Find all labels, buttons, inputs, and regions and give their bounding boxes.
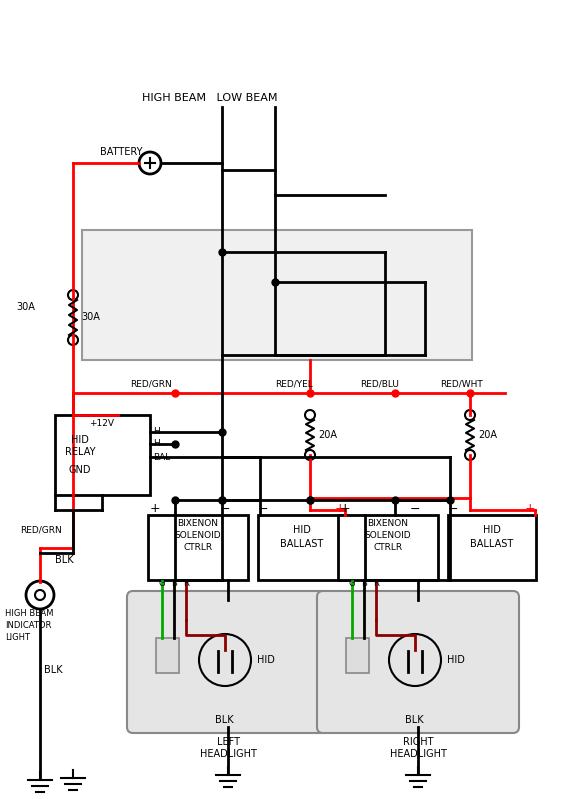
Text: HIGH BEAM   LOW BEAM: HIGH BEAM LOW BEAM <box>142 93 277 103</box>
Text: +: + <box>334 503 345 515</box>
Text: 20A: 20A <box>318 430 337 440</box>
Text: −: − <box>448 503 458 515</box>
Bar <box>258 515 346 580</box>
Text: HID: HID <box>71 435 89 445</box>
Text: RED/YEL: RED/YEL <box>275 380 313 388</box>
Text: RED/BLU: RED/BLU <box>360 380 399 388</box>
Text: BLK: BLK <box>44 665 63 675</box>
Text: HID: HID <box>293 525 311 535</box>
Text: RED/GRN: RED/GRN <box>130 380 172 388</box>
FancyBboxPatch shape <box>317 591 519 733</box>
Circle shape <box>68 335 78 345</box>
Text: HIGH BEAM: HIGH BEAM <box>5 610 54 618</box>
Text: −: − <box>410 503 420 515</box>
Text: −: − <box>220 503 230 515</box>
Text: SOLENOID: SOLENOID <box>365 531 411 539</box>
Text: BIXENON: BIXENON <box>178 519 218 527</box>
Text: +: + <box>340 503 350 515</box>
Circle shape <box>465 410 475 420</box>
Text: GND: GND <box>69 465 91 475</box>
Text: G: G <box>349 578 355 587</box>
Text: INDICATOR: INDICATOR <box>5 622 51 630</box>
FancyBboxPatch shape <box>127 591 329 733</box>
Bar <box>55 415 150 495</box>
Text: LEFT: LEFT <box>217 737 240 747</box>
Text: BAL: BAL <box>153 452 170 462</box>
Text: G: G <box>158 578 165 587</box>
Text: HID: HID <box>447 655 465 665</box>
Bar <box>156 638 179 673</box>
Text: B: B <box>361 578 367 587</box>
Bar <box>338 515 438 580</box>
Text: R: R <box>183 578 189 587</box>
Text: H: H <box>153 427 160 436</box>
Text: 20A: 20A <box>478 430 497 440</box>
Text: CTRLR: CTRLR <box>373 543 403 551</box>
Text: RIGHT: RIGHT <box>403 737 433 747</box>
Text: HID: HID <box>257 655 275 665</box>
Text: RELAY: RELAY <box>65 447 95 457</box>
Text: BIXENON: BIXENON <box>368 519 408 527</box>
Text: BLK: BLK <box>215 715 233 725</box>
Text: RED/WHT: RED/WHT <box>440 380 483 388</box>
Text: BALLAST: BALLAST <box>280 539 324 549</box>
Text: BLK: BLK <box>55 555 74 565</box>
Circle shape <box>139 152 161 174</box>
Circle shape <box>465 450 475 460</box>
Circle shape <box>305 410 315 420</box>
Text: R: R <box>373 578 379 587</box>
Text: HEADLIGHT: HEADLIGHT <box>390 749 447 759</box>
Text: RED/GRN: RED/GRN <box>20 526 61 535</box>
Circle shape <box>68 290 78 300</box>
Text: BLK: BLK <box>405 715 424 725</box>
Text: B: B <box>171 578 177 587</box>
Circle shape <box>26 581 54 609</box>
Text: 30A: 30A <box>81 312 100 323</box>
Circle shape <box>199 634 251 686</box>
Text: CTRLR: CTRLR <box>183 543 213 551</box>
Text: HEADLIGHT: HEADLIGHT <box>200 749 257 759</box>
Text: H: H <box>153 439 160 448</box>
Circle shape <box>305 450 315 460</box>
Circle shape <box>389 634 441 686</box>
Bar <box>148 515 248 580</box>
Text: SOLENOID: SOLENOID <box>175 531 221 539</box>
Text: +: + <box>149 503 160 515</box>
Text: HID: HID <box>483 525 501 535</box>
Text: BALLAST: BALLAST <box>470 539 514 549</box>
Bar <box>82 230 472 360</box>
Text: +12V: +12V <box>90 419 114 427</box>
Text: +: + <box>525 503 535 515</box>
Text: LIGHT: LIGHT <box>5 634 30 642</box>
Text: BATTERY: BATTERY <box>100 147 143 157</box>
Text: 30A: 30A <box>16 302 35 312</box>
Text: −: − <box>258 503 268 515</box>
Bar <box>346 638 369 673</box>
Circle shape <box>35 590 45 600</box>
Bar <box>448 515 536 580</box>
